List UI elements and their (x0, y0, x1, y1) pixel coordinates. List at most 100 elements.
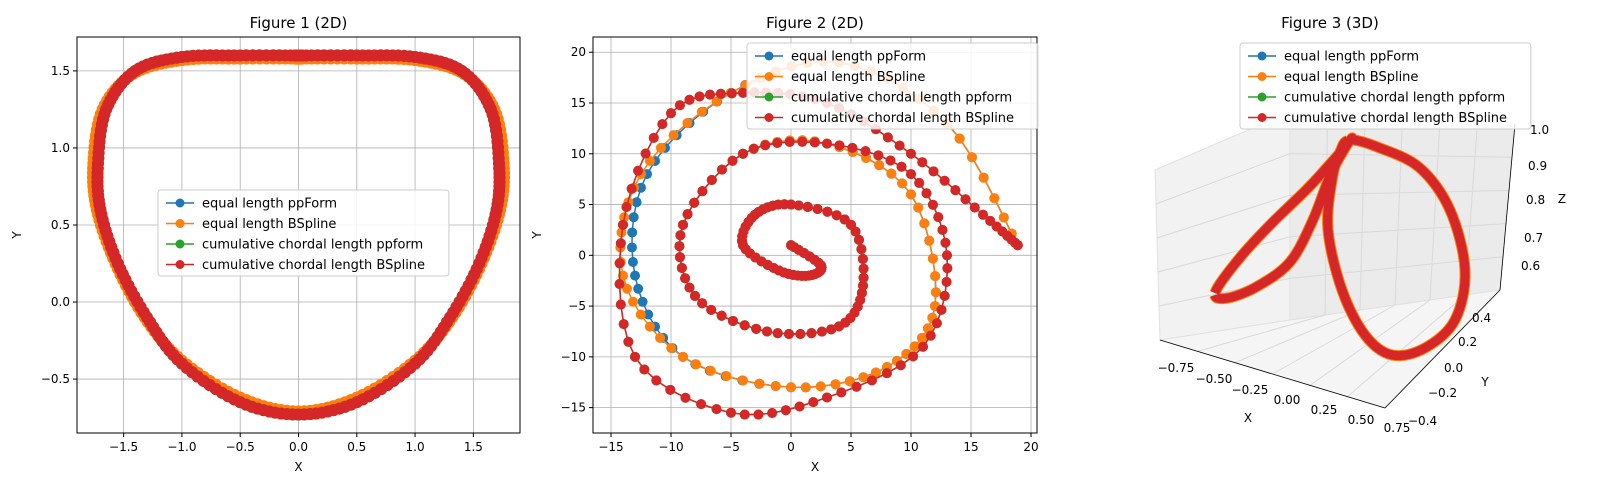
legend-entry: cumulative chordal length ppform (755, 91, 1012, 106)
series-marker (913, 202, 924, 213)
x-tick-label: 0.75 (1384, 421, 1411, 435)
legend-frame (746, 42, 1039, 130)
series-marker (939, 290, 950, 301)
series-marker (615, 238, 626, 249)
pane-grid (1429, 119, 1441, 301)
series-marker (800, 382, 811, 393)
legend-label: equal length ppForm (1284, 50, 1419, 65)
series-marker (643, 309, 654, 320)
legend-entry: cumulative chordal length ppform (166, 238, 423, 253)
series-marker (628, 296, 639, 307)
y-tick-label: −0.2 (1428, 386, 1457, 400)
series-marker (691, 359, 702, 370)
series-marker (614, 278, 625, 289)
series-marker (648, 132, 659, 143)
series-marker (916, 332, 927, 343)
series-marker (783, 329, 794, 340)
x-tick-label: 10 (903, 440, 918, 454)
x-tick-label: −0.25 (1232, 383, 1269, 397)
legend-label: equal length BSpline (202, 217, 336, 232)
series-marker (924, 235, 935, 246)
series-marker (908, 351, 919, 362)
series-marker (906, 189, 916, 200)
series-marker (622, 283, 633, 294)
series-marker (978, 172, 989, 183)
series-marker (640, 148, 651, 159)
y-tick-label: 1.0 (51, 141, 70, 155)
series-marker (857, 253, 868, 264)
series-marker (738, 87, 748, 98)
series-marker (906, 169, 916, 180)
series-marker (655, 142, 666, 153)
legend-marker-swatch (175, 198, 185, 208)
series-marker (739, 320, 750, 331)
legend-marker-swatch (175, 239, 185, 249)
series-marker (637, 296, 648, 307)
series-marker (772, 328, 783, 339)
series-marker (627, 256, 638, 267)
x-tick-label: 0.50 (1348, 413, 1375, 427)
series-marker (630, 270, 640, 281)
series-marker (635, 182, 646, 193)
x-tick-label: 15 (963, 440, 978, 454)
series-marker (858, 272, 869, 283)
series-marker (711, 96, 722, 107)
series-marker (627, 227, 638, 238)
series-marker (678, 351, 688, 362)
series-marker (614, 258, 625, 269)
series-marker (762, 326, 772, 337)
series-marker (626, 242, 637, 253)
series-marker (684, 282, 695, 293)
series-marker (931, 318, 942, 329)
series-marker (668, 130, 679, 141)
series-marker (939, 175, 950, 186)
y-tick-label: −10 (561, 350, 586, 364)
y-tick-label: 1.5 (51, 64, 70, 78)
series-marker (985, 215, 996, 226)
plot-area (86, 49, 511, 421)
legend-label: equal length BSpline (791, 70, 925, 85)
series-marker (989, 193, 1000, 204)
legend-marker-swatch (175, 260, 185, 269)
legend-label: cumulative chordal length BSpline (202, 258, 425, 273)
legend-label: cumulative chordal length ppform (791, 91, 1012, 106)
series-marker (615, 299, 626, 310)
series-marker (942, 263, 953, 274)
pane-grid (1157, 236, 1291, 273)
series-marker (793, 200, 804, 211)
series-marker (853, 234, 864, 245)
legend-marker-swatch (764, 72, 774, 81)
legend-label: cumulative chordal length ppform (202, 238, 423, 253)
legend-marker-swatch (764, 113, 774, 122)
legend-2: equal length ppForm equal length BSpline c… (746, 42, 1039, 130)
x-tick-label: −5 (722, 440, 740, 454)
series-marker (851, 381, 862, 392)
series-marker (706, 174, 717, 185)
pane-grid (1156, 194, 1291, 239)
series-marker (618, 319, 629, 330)
y-tick-label: −5 (568, 299, 586, 313)
series-marker (290, 49, 303, 62)
series-marker (689, 197, 700, 208)
series-marker (914, 177, 925, 188)
series-marker (682, 118, 693, 129)
series-marker (847, 142, 858, 153)
series-marker (655, 332, 666, 343)
series-marker (635, 309, 646, 320)
x-tick-label: −10 (658, 440, 683, 454)
series-marker (715, 88, 726, 99)
series-marker (881, 368, 892, 379)
z-tick-label: 0.6 (1521, 259, 1540, 273)
y-axis-label: Y (10, 231, 24, 240)
series-marker (621, 202, 632, 213)
series-marker (886, 168, 897, 179)
legend-label: equal length ppForm (791, 50, 926, 65)
series-marker (705, 365, 716, 376)
series-marker (716, 310, 727, 321)
series-marker (794, 401, 805, 412)
series-marker (760, 140, 771, 151)
series-marker (937, 224, 948, 235)
series-marker (727, 315, 738, 326)
axes-frame (592, 36, 1038, 434)
